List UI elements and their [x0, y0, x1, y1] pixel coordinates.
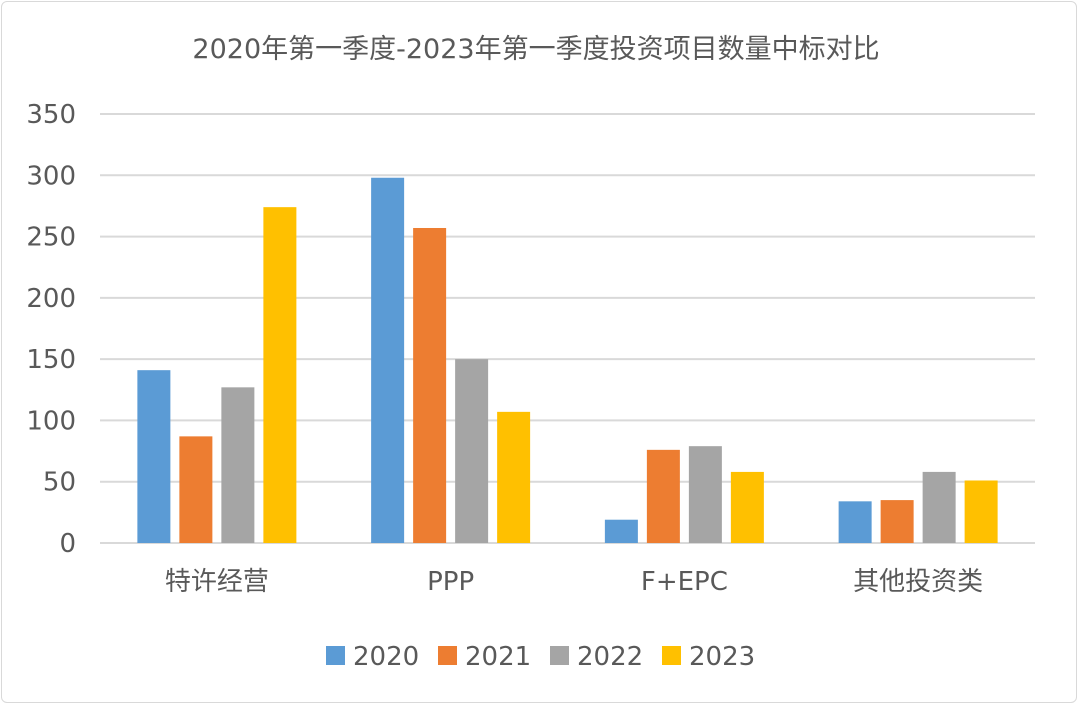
bar-2023-0 — [263, 207, 297, 543]
gridlines — [100, 113, 1035, 544]
y-tick-label: 150 — [26, 345, 76, 375]
y-tick-label: 100 — [26, 406, 76, 436]
y-tick-label: 0 — [59, 529, 76, 559]
x-axis: 特许经营 PPP F+EPC 其他投资类 — [165, 567, 983, 597]
legend-label: 2023 — [689, 642, 755, 672]
bar-2023-1 — [497, 411, 531, 543]
x-category-label: PPP — [427, 567, 474, 597]
bar-2021-3 — [880, 500, 914, 543]
bars — [137, 177, 998, 544]
bar-2021-2 — [646, 449, 680, 543]
bar-2020-3 — [838, 501, 872, 543]
bar-2022-2 — [688, 446, 722, 543]
bar-2021-0 — [179, 436, 213, 543]
bar-2021-1 — [413, 227, 447, 543]
chart-title: 2020年第一季度-2023年第一季度投资项目数量中标对比 — [192, 34, 879, 65]
legend-swatch-2020 — [326, 646, 345, 665]
bar-2020-0 — [137, 370, 171, 543]
x-category-label: F+EPC — [641, 567, 728, 597]
legend-swatch-2023 — [662, 646, 681, 665]
x-category-label: 其他投资类 — [853, 567, 983, 597]
legend-swatch-2021 — [438, 646, 457, 665]
bar-2022-0 — [221, 387, 255, 543]
y-tick-label: 350 — [26, 100, 76, 130]
y-tick-label: 200 — [26, 284, 76, 314]
x-category-label: 特许经营 — [165, 567, 269, 597]
bar-2020-2 — [604, 519, 638, 543]
bar-2022-3 — [922, 471, 956, 543]
y-tick-label: 250 — [26, 223, 76, 253]
y-tick-label: 300 — [26, 161, 76, 191]
bar-2020-1 — [371, 177, 405, 544]
bar-2022-1 — [455, 359, 489, 543]
y-tick-label: 50 — [43, 468, 76, 498]
bar-2023-3 — [964, 480, 998, 543]
legend: 2020 2021 2022 2023 — [326, 642, 755, 672]
y-axis: 0 50 100 150 200 250 300 350 — [26, 100, 76, 559]
legend-swatch-2022 — [550, 646, 569, 665]
legend-label: 2021 — [465, 642, 531, 672]
bar-2023-2 — [730, 471, 764, 543]
legend-label: 2022 — [577, 642, 643, 672]
legend-label: 2020 — [353, 642, 419, 672]
